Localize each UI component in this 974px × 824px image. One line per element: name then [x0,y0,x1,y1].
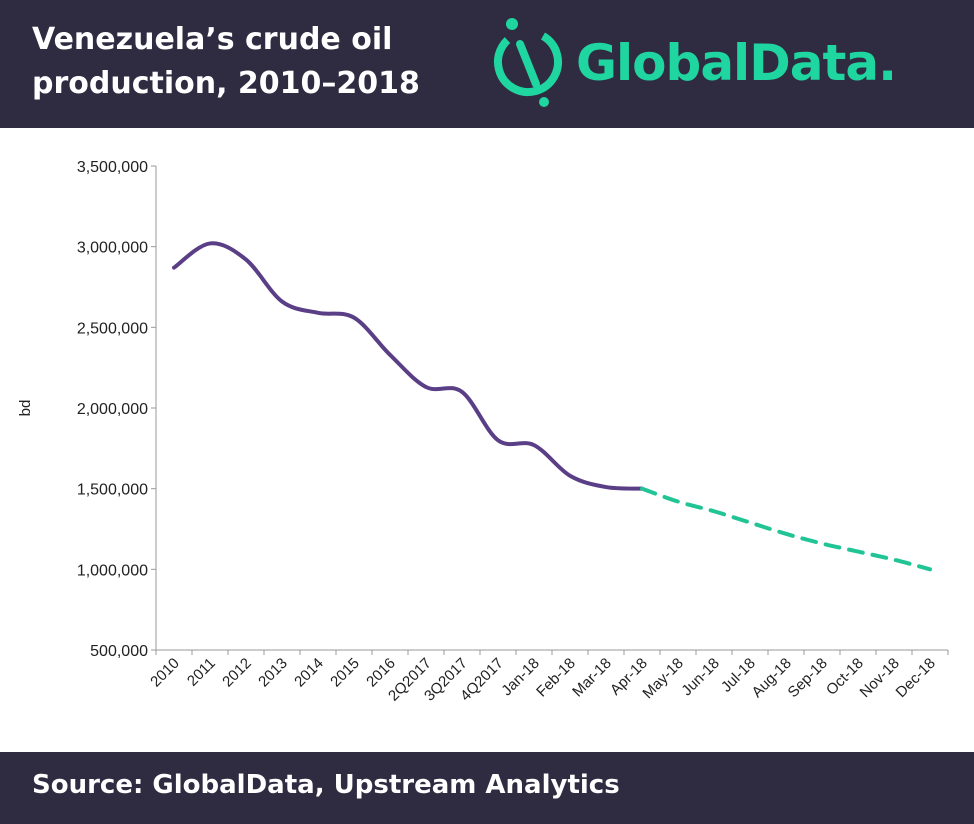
source-note: Source: GlobalData, Upstream Analytics [32,770,620,800]
x-tick-label: 2013 [255,655,291,691]
logo-wordmark: GlobalData. [576,34,897,92]
x-tick-label: 2015 [327,655,363,691]
x-tick-label: Jun-18 [678,655,722,699]
x-tick-label: Dec-18 [893,655,939,701]
series-line-actual [172,241,644,491]
x-tick-label: 2014 [291,655,327,691]
x-tick-label: 2011 [184,655,219,690]
y-tick-label: 2,000,000 [77,401,148,418]
line-chart: 500,000 1,000,000 1,500,000 2,000,000 2,500,… [17,159,949,705]
y-tick-label: 3,000,000 [77,240,148,257]
y-tick-label: 500,000 [90,643,148,660]
y-tick-label: 1,500,000 [77,482,148,499]
y-tick-label: 2,500,000 [77,320,148,337]
x-tick-label: 2010 [147,655,183,691]
x-tick-label: Sep-18 [785,655,831,701]
footer-banner: Source: GlobalData, Upstream Analytics [0,752,974,824]
globaldata-logo: GlobalData. [484,14,964,114]
x-tick-label: 2012 [219,655,255,691]
x-tick-label: Feb-18 [533,655,579,701]
globaldata-logo-icon [494,18,562,107]
header-banner: Venezuela’s crude oil production, 2010–2… [0,0,974,128]
x-tick-label: May-18 [639,655,686,702]
x-tick-label: Mar-18 [569,655,615,701]
series-line-forecast [640,486,932,572]
y-axis-title: bd [17,400,34,417]
x-tick-label: Aug-18 [749,655,795,701]
x-tick-label: Nov-18 [857,655,903,701]
y-tick-label: 3,500,000 [77,159,148,176]
y-tick-label: 1,000,000 [77,562,148,579]
chart-area: 500,000 1,000,000 1,500,000 2,000,000 2,500,… [0,128,974,752]
chart-title: Venezuela’s crude oil production, 2010–2… [32,22,420,101]
